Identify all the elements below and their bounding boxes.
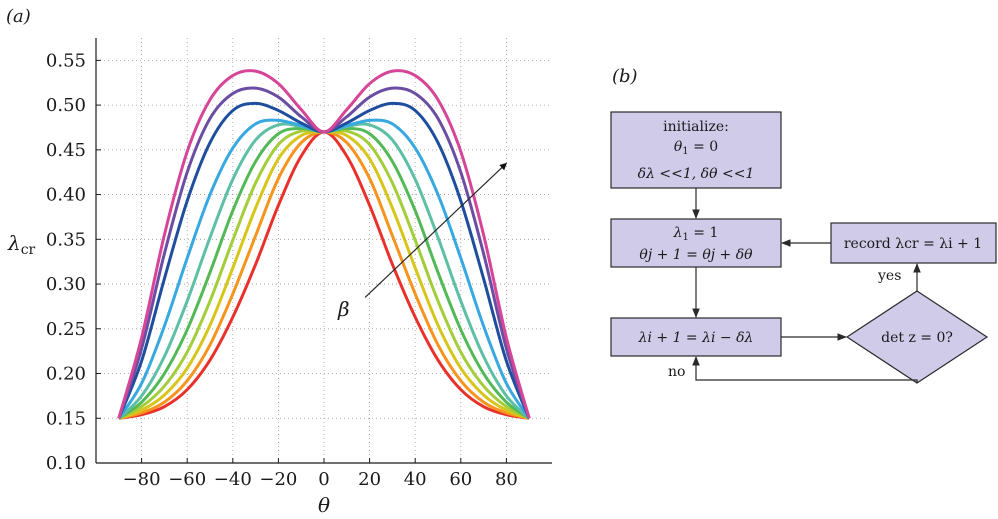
y-tick-labels: 0.10 0.15 0.20 0.25 0.30 0.35 0.40 0.45 0.50 0.55 bbox=[46, 50, 86, 474]
y-tick-label: 0.50 bbox=[46, 95, 86, 116]
beta-arrow bbox=[365, 163, 506, 297]
x-axis-label: θ bbox=[318, 493, 330, 517]
panel-b: (b) initialize: θ1 = 0 δλ <<1, δθ <<1 λ1… bbox=[611, 66, 996, 383]
lambda-reset-line2: θj + 1 = θj + δθ bbox=[639, 247, 753, 263]
y-tick-label: 0.15 bbox=[46, 408, 86, 429]
y-tick-label: 0.35 bbox=[46, 229, 86, 250]
init-theta-rest: = 0 bbox=[689, 139, 719, 155]
panel-label-b: (b) bbox=[612, 66, 638, 87]
beta-label: β bbox=[337, 297, 350, 321]
x-tick-label: −60 bbox=[168, 469, 206, 490]
lambda-rest: = 1 bbox=[689, 225, 719, 241]
x-tick-label: 40 bbox=[404, 469, 427, 490]
y-axis-label: λcr bbox=[7, 231, 36, 258]
panel-a: (a) −80 −60 −40 −20 0 20 40 60 80 0.100.150.200.… bbox=[6, 6, 552, 517]
y-tick-label: 0.45 bbox=[46, 140, 86, 161]
y-tick-label: 0.20 bbox=[46, 364, 86, 385]
x-tick-label: 0 bbox=[318, 469, 329, 490]
record-text: record λcr = λi + 1 bbox=[844, 236, 982, 252]
x-tick-label: 80 bbox=[495, 469, 518, 490]
init-line1: initialize: bbox=[663, 119, 729, 135]
series-line-9 bbox=[119, 88, 529, 418]
x-tick-labels: −80 −60 −40 −20 0 20 40 60 80 bbox=[123, 469, 518, 490]
y-tick-label: 0.30 bbox=[46, 274, 86, 295]
panel-label-a: (a) bbox=[6, 6, 31, 27]
y-axis-label-sub: cr bbox=[21, 242, 36, 258]
y-tick-label: 0.40 bbox=[46, 185, 86, 206]
lambda-var: λ bbox=[673, 225, 683, 241]
y-tick-label: 0.25 bbox=[46, 319, 86, 340]
x-tick-label: 20 bbox=[358, 469, 381, 490]
yes-label: yes bbox=[877, 268, 901, 284]
x-tick-label: −20 bbox=[259, 469, 297, 490]
init-line2: θ1 = 0 bbox=[674, 139, 718, 157]
decision-text: det z = 0? bbox=[881, 330, 953, 346]
x-tick-label: −40 bbox=[214, 469, 252, 490]
no-label: no bbox=[668, 364, 685, 380]
lambda-reset-line1: λ1 = 1 bbox=[673, 225, 719, 243]
x-tick-label: −80 bbox=[123, 469, 161, 490]
y-tick-label: 0.10 bbox=[46, 453, 86, 474]
init-line3: δλ <<1, δθ <<1 bbox=[638, 166, 755, 182]
y-tick-label: 0.55 bbox=[46, 50, 86, 71]
y-axis-label-main: λ bbox=[7, 231, 21, 255]
lambda-update-text: λi + 1 = λi − δλ bbox=[638, 330, 754, 346]
x-tick-label: 60 bbox=[449, 469, 472, 490]
